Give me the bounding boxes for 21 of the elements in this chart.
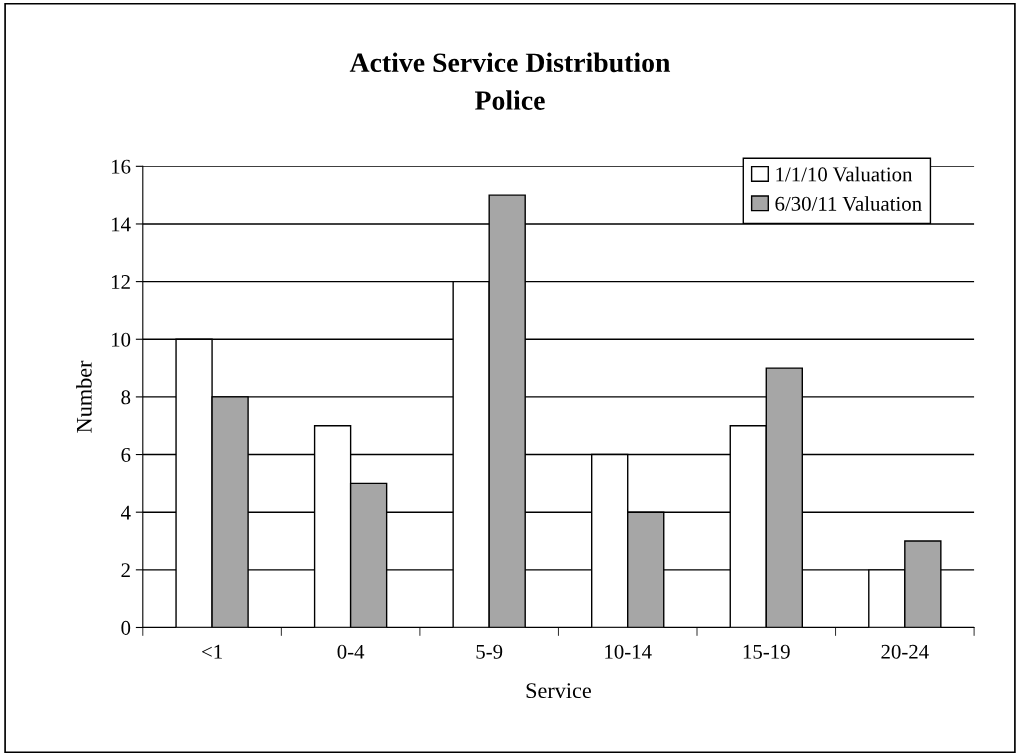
x-tick-label: 10-14	[605, 644, 652, 659]
y-tick-label: 16	[111, 159, 131, 174]
y-axis-title: Number	[76, 360, 92, 433]
legend-label: 1/1/10 Valuation	[776, 166, 913, 182]
x-tick-label: 5-9	[476, 644, 503, 659]
y-tick-label: 4	[120, 505, 131, 520]
y-tick-label: 14	[111, 217, 131, 232]
x-tick-label: <1	[202, 644, 222, 659]
x-tick-label: 0-4	[337, 644, 365, 659]
y-tick-label: 12	[111, 275, 130, 289]
chart-subtitle: Police	[475, 90, 545, 110]
y-tick-label: 10	[111, 332, 131, 347]
x-tick-label: 20-24	[881, 644, 929, 659]
x-tick-label: 15-19	[743, 644, 790, 659]
y-tick-label: 0	[121, 620, 131, 635]
x-axis-title: Service	[526, 683, 591, 699]
y-tick-label: 8	[121, 390, 131, 405]
chart-title: Active Service Distribution	[349, 52, 671, 73]
y-tick-label: 6	[121, 447, 131, 462]
legend-label: 6/30/11 Valuation	[775, 196, 922, 211]
y-tick-label: 2	[121, 563, 130, 578]
